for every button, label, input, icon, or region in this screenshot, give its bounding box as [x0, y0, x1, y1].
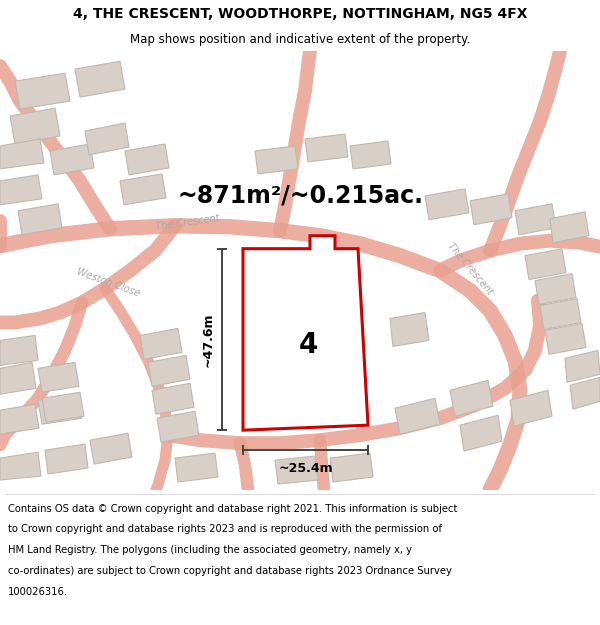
Polygon shape: [125, 144, 169, 175]
Polygon shape: [390, 312, 429, 346]
Polygon shape: [275, 456, 318, 484]
Text: Map shows position and indicative extent of the property.: Map shows position and indicative extent…: [130, 34, 470, 46]
Polygon shape: [18, 204, 62, 235]
Text: ~47.6m: ~47.6m: [202, 312, 215, 367]
Polygon shape: [0, 336, 38, 366]
Polygon shape: [470, 194, 512, 225]
Text: 4, THE CRESCENT, WOODTHORPE, NOTTINGHAM, NG5 4FX: 4, THE CRESCENT, WOODTHORPE, NOTTINGHAM,…: [73, 8, 527, 21]
Text: 100026316.: 100026316.: [8, 588, 68, 598]
Polygon shape: [75, 61, 125, 97]
Polygon shape: [550, 212, 589, 243]
Polygon shape: [255, 146, 298, 174]
Polygon shape: [243, 236, 368, 430]
Text: 4: 4: [298, 331, 317, 359]
Polygon shape: [0, 362, 36, 394]
Polygon shape: [42, 392, 84, 422]
Polygon shape: [85, 123, 129, 155]
Polygon shape: [0, 404, 39, 434]
Polygon shape: [565, 351, 600, 382]
Polygon shape: [15, 73, 70, 109]
Text: The Crescent: The Crescent: [445, 241, 494, 296]
Polygon shape: [175, 453, 218, 482]
Polygon shape: [10, 108, 60, 144]
Polygon shape: [0, 139, 44, 169]
Polygon shape: [510, 390, 552, 426]
Polygon shape: [152, 383, 194, 414]
Polygon shape: [38, 394, 82, 424]
Text: to Crown copyright and database rights 2023 and is reproduced with the permissio: to Crown copyright and database rights 2…: [8, 524, 442, 534]
Polygon shape: [425, 189, 469, 220]
Text: HM Land Registry. The polygons (including the associated geometry, namely x, y: HM Land Registry. The polygons (includin…: [8, 546, 412, 556]
Text: Contains OS data © Crown copyright and database right 2021. This information is : Contains OS data © Crown copyright and d…: [8, 504, 457, 514]
Polygon shape: [38, 362, 79, 392]
Polygon shape: [450, 380, 493, 416]
Polygon shape: [515, 204, 556, 235]
Text: co-ordinates) are subject to Crown copyright and database rights 2023 Ordnance S: co-ordinates) are subject to Crown copyr…: [8, 566, 452, 576]
Text: Weston Close: Weston Close: [75, 266, 141, 299]
Polygon shape: [120, 174, 166, 205]
Polygon shape: [140, 329, 182, 359]
Polygon shape: [395, 398, 440, 434]
Polygon shape: [535, 274, 576, 304]
Polygon shape: [350, 141, 391, 169]
Text: ~25.4m: ~25.4m: [278, 461, 333, 474]
Polygon shape: [157, 411, 199, 442]
Polygon shape: [570, 378, 600, 409]
Polygon shape: [305, 134, 348, 162]
Polygon shape: [0, 175, 42, 205]
Polygon shape: [525, 249, 566, 279]
Polygon shape: [148, 356, 190, 386]
Polygon shape: [50, 144, 94, 175]
Polygon shape: [540, 299, 581, 329]
Polygon shape: [45, 444, 88, 474]
Polygon shape: [268, 294, 302, 326]
Polygon shape: [90, 433, 132, 464]
Text: The Crescent: The Crescent: [155, 213, 221, 232]
Polygon shape: [0, 452, 41, 480]
Polygon shape: [545, 324, 586, 354]
Polygon shape: [330, 453, 373, 482]
Polygon shape: [460, 415, 502, 451]
Text: ~871m²/~0.215ac.: ~871m²/~0.215ac.: [177, 184, 423, 208]
